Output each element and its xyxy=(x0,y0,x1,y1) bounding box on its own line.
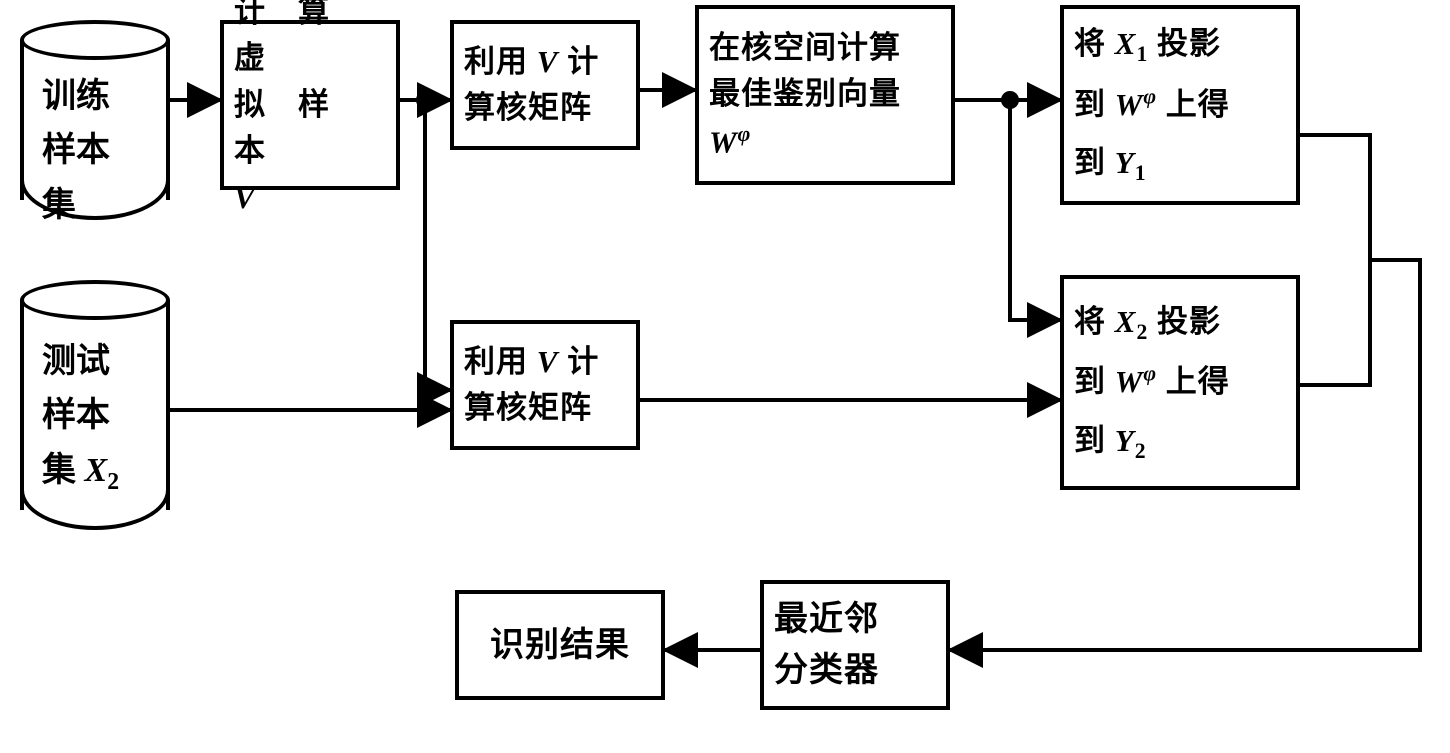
calc-virtual-label: 计 算 虚拟 样 本V xyxy=(234,0,386,221)
test-set-cylinder: 测试样本集 X2 xyxy=(20,280,170,530)
proj1-node: 将 X1 投影到 Wφ 上得到 Y1 xyxy=(1060,5,1300,205)
result-label: 识别结果 xyxy=(490,620,630,671)
train-set-cylinder: 训练 样本 集 xyxy=(20,20,170,220)
proj1-label: 将 X1 投影到 Wφ 上得到 Y1 xyxy=(1074,15,1230,195)
best-vec-node: 在核空间计算最佳鉴别向量Wφ xyxy=(695,5,955,185)
test-set-label: 测试样本集 X2 xyxy=(42,335,119,501)
nn-classifier-label: 最近邻 分类器 xyxy=(774,594,879,696)
kernel-top-node: 利用 V 计算核矩阵 xyxy=(450,20,640,150)
kernel-bottom-node: 利用 V 计算核矩阵 xyxy=(450,320,640,450)
result-node: 识别结果 xyxy=(455,590,665,700)
train-set-label: 训练 样本 集 xyxy=(42,70,110,233)
nn-classifier-node: 最近邻 分类器 xyxy=(760,580,950,710)
best-vec-label: 在核空间计算最佳鉴别向量Wφ xyxy=(709,25,901,166)
proj2-label: 将 X2 投影到 Wφ 上得到 Y2 xyxy=(1074,293,1230,473)
proj2-node: 将 X2 投影到 Wφ 上得到 Y2 xyxy=(1060,275,1300,490)
kernel-bottom-label: 利用 V 计算核矩阵 xyxy=(464,339,599,432)
calc-virtual-node: 计 算 虚拟 样 本V xyxy=(220,20,400,190)
kernel-top-label: 利用 V 计算核矩阵 xyxy=(464,39,599,132)
